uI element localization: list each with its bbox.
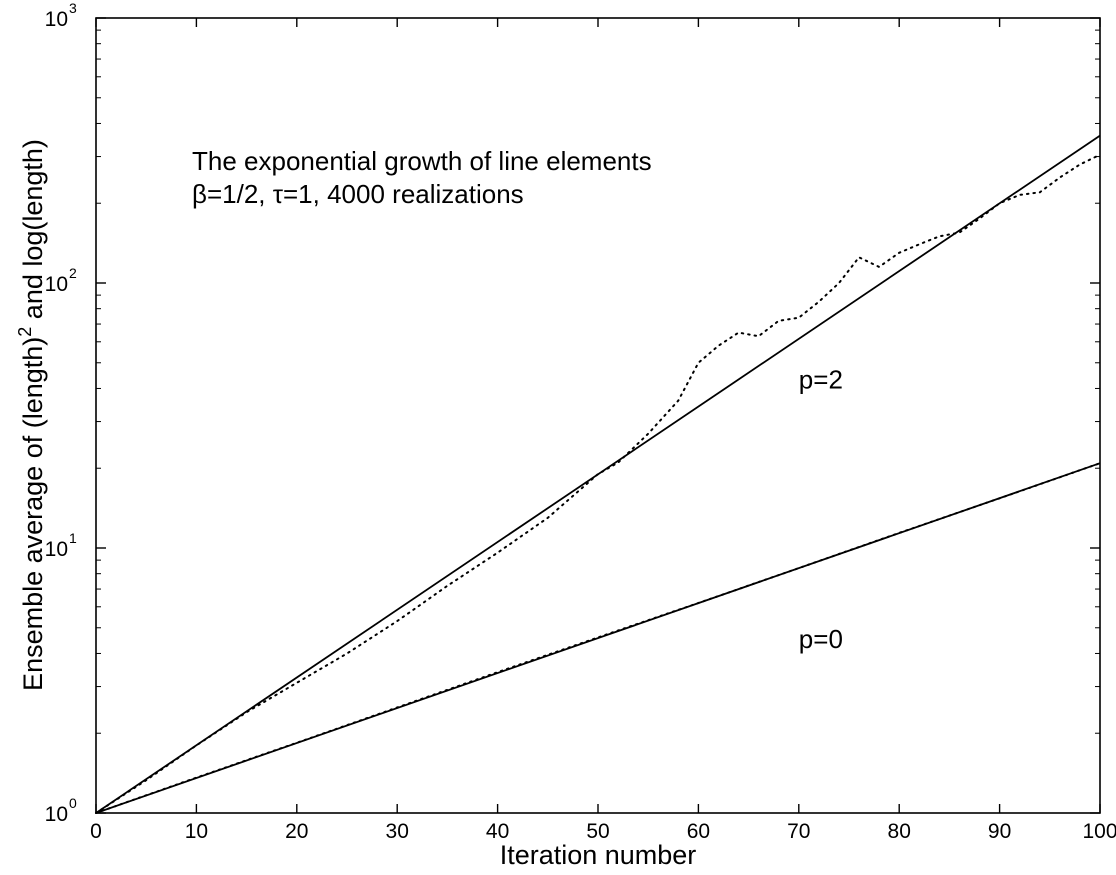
x-tick-label: 10 (185, 820, 208, 843)
x-tick-label: 0 (90, 820, 102, 843)
y-tick-label-exponent: 2 (69, 265, 77, 281)
plot-frame (95, 17, 1101, 814)
title-line-2: β=1/2, τ=1, 4000 realizations (192, 179, 524, 209)
y-axis-label-tail: and log(length) (18, 139, 48, 327)
x-axis-label: Iteration number (500, 840, 697, 870)
x-tick-label: 80 (888, 820, 911, 843)
title-line-1: The exponential growth of line elements (192, 146, 652, 176)
series-layer (95, 134, 1101, 814)
y-tick-label: 10 (45, 538, 68, 561)
series-line-p2-simulation (95, 153, 1101, 814)
y-tick-label-exponent: 3 (69, 0, 77, 16)
x-tick-label: 70 (787, 820, 810, 843)
y-tick-label: 10 (45, 273, 68, 296)
x-tick-label: 100 (1082, 820, 1116, 843)
y-axis-label-base: Ensemble average of (length) (18, 337, 48, 691)
x-tick-label: 60 (687, 820, 710, 843)
y-tick-label: 10 (45, 803, 68, 826)
x-tick-label: 90 (988, 820, 1011, 843)
x-tick-label: 20 (285, 820, 308, 843)
p0-label: p=0 (799, 624, 843, 654)
p2-label: p=2 (799, 364, 843, 394)
y-tick-label-exponent: 1 (69, 530, 77, 546)
y-axis-label: Ensemble average of (length)2 and log(le… (15, 139, 48, 691)
series-line-p0-simulation (95, 462, 1101, 814)
x-tick-label: 30 (386, 820, 409, 843)
y-tick-label: 10 (45, 8, 68, 31)
x-tick-label: 40 (486, 820, 509, 843)
x-tick-label: 50 (586, 820, 609, 843)
y-tick-label-exponent: 0 (69, 795, 77, 811)
y-axis-label-sup: 2 (15, 327, 35, 337)
